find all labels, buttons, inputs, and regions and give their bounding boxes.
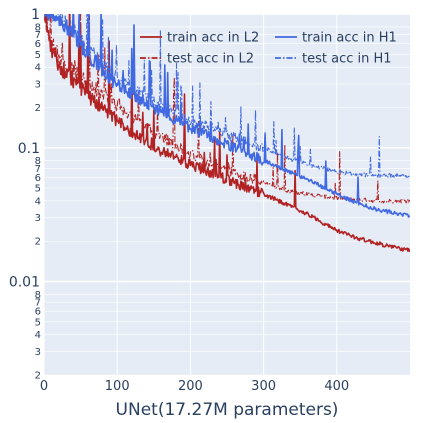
y-minor-tick-label: 2 bbox=[35, 371, 41, 382]
y-minor-tick-label: 6 bbox=[35, 173, 41, 184]
x-tick-label: 0 bbox=[40, 379, 48, 394]
y-minor-tick-label: 8 bbox=[35, 22, 41, 33]
series-line-train-acc-in-h1 bbox=[44, 14, 410, 218]
y-minor-tick-label: 4 bbox=[35, 63, 41, 74]
y-major-tick-label: 0.01 bbox=[9, 275, 40, 291]
y-minor-tick-label: 4 bbox=[35, 196, 41, 207]
legend: train acc in L2 train acc in H1 test acc i… bbox=[140, 31, 397, 67]
legend-label-train-acc-in-h1: train acc in H1 bbox=[302, 31, 397, 46]
y-minor-tick-label: 5 bbox=[35, 317, 41, 328]
y-major-tick-label: 0.1 bbox=[18, 141, 40, 157]
x-tick-label: 400 bbox=[324, 379, 349, 394]
y-minor-tick-label: 4 bbox=[35, 330, 41, 341]
y-minor-tick-label: 8 bbox=[35, 290, 41, 301]
y-minor-tick-label: 3 bbox=[35, 347, 41, 358]
x-axis-label: UNet(17.27M parameters) bbox=[116, 400, 339, 420]
y-minor-tick-label: 2 bbox=[35, 237, 41, 248]
legend-label-test-acc-in-l2: test acc in L2 bbox=[167, 52, 254, 67]
x-tick-label: 100 bbox=[105, 379, 130, 394]
y-minor-tick-label: 2 bbox=[35, 103, 41, 114]
y-minor-tick-label: 5 bbox=[35, 184, 41, 195]
y-minor-tick-label: 7 bbox=[35, 164, 41, 175]
series-layer bbox=[44, 14, 410, 252]
legend-label-train-acc-in-l2: train acc in L2 bbox=[167, 31, 259, 46]
x-tick-label: 300 bbox=[251, 379, 276, 394]
y-minor-tick-label: 8 bbox=[35, 156, 41, 167]
y-minor-tick-label: 7 bbox=[35, 30, 41, 41]
series-line-test-acc-in-h1 bbox=[45, 14, 410, 179]
y-minor-tick-label: 6 bbox=[35, 39, 41, 50]
y-minor-tick-label: 3 bbox=[35, 213, 41, 224]
y-minor-tick-label: 7 bbox=[35, 298, 41, 309]
y-minor-tick-label: 3 bbox=[35, 79, 41, 90]
x-tick-label: 200 bbox=[178, 379, 203, 394]
series-line-train-acc-in-l2 bbox=[44, 14, 410, 252]
legend-label-test-acc-in-h1: test acc in H1 bbox=[302, 52, 392, 67]
y-minor-tick-label: 6 bbox=[35, 307, 41, 318]
y-major-tick-label: 1 bbox=[31, 7, 40, 23]
y-minor-tick-label: 5 bbox=[35, 50, 41, 61]
x-tick-labels: 0 100 200 300 400 bbox=[40, 379, 349, 394]
